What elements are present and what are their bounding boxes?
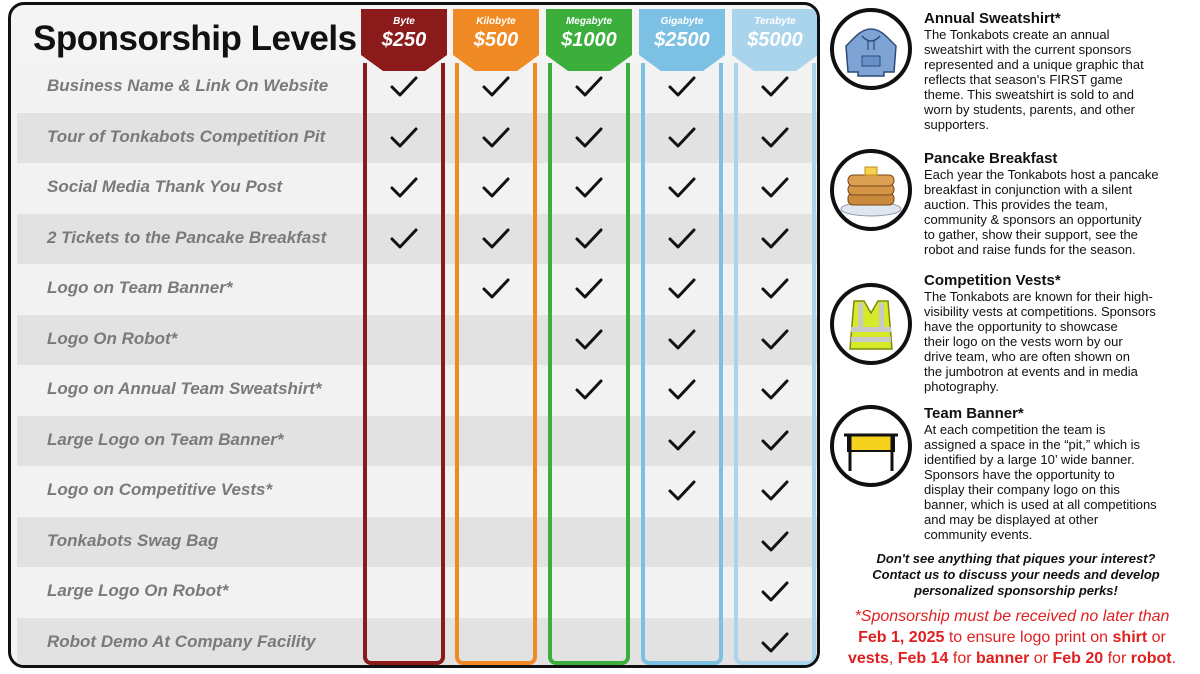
perk-description: The Tonkabots create an annual sweatshirt…: [924, 27, 1144, 132]
checkmark-icon: [389, 176, 419, 200]
checkmark-icon: [389, 126, 419, 150]
checkmark-icon: [574, 328, 604, 352]
sponsorship-table-panel: Business Name & Link On Website Tour of T…: [8, 2, 820, 668]
checkmark-icon: [481, 277, 511, 301]
checkmark-icon: [389, 75, 419, 99]
tier-name: Kilobyte: [476, 16, 516, 27]
checkmark-icon: [760, 378, 790, 402]
tier-price: $250: [381, 29, 427, 51]
benefit-label: Logo on Annual Team Sweatshirt*: [47, 379, 322, 398]
benefit-label: Tour of Tonkabots Competition Pit: [47, 126, 326, 146]
checkmark-icon: [760, 530, 790, 554]
checkmark-icon: [389, 227, 419, 251]
benefit-label: Social Media Thank You Post: [47, 177, 283, 196]
checkmark-icon: [760, 580, 790, 604]
perk-title: Team Banner*: [924, 405, 1024, 422]
checkmark-icon: [481, 227, 511, 251]
checkmark-icon: [667, 126, 697, 150]
sweatshirt-icon: [830, 8, 912, 90]
benefit-label: Large Logo on Team Banner*: [47, 429, 284, 449]
tier-badge-terabyte: Terabyte $5000: [732, 9, 817, 71]
tier-name: Gigabyte: [660, 16, 704, 27]
checkmark-icon: [574, 126, 604, 150]
tier-name: Terabyte: [754, 16, 796, 27]
checkmark-icon: [667, 227, 697, 251]
tier-column-megabyte: [548, 63, 630, 665]
tier-price: $5000: [747, 29, 803, 51]
page-title: Sponsorship Levels: [33, 19, 357, 58]
checkmark-icon: [667, 479, 697, 503]
tier-column-kilobyte: [455, 63, 537, 665]
checkmark-icon: [760, 277, 790, 301]
checkmark-icon: [760, 479, 790, 503]
checkmark-icon: [760, 227, 790, 251]
tier-column-terabyte: [734, 63, 816, 665]
tier-column-byte: [363, 63, 445, 665]
checkmark-icon: [760, 75, 790, 99]
checkmark-icon: [667, 328, 697, 352]
benefit-label: Tonkabots Swag Bag: [47, 530, 219, 550]
benefit-label: Logo On Robot*: [47, 328, 178, 348]
benefit-label: Business Name & Link On Website: [47, 76, 329, 95]
tier-column-gigabyte: [641, 63, 723, 665]
vest-icon: [830, 283, 912, 365]
checkmark-icon: [574, 378, 604, 402]
tier-badge-megabyte: Megabyte $1000: [546, 9, 632, 71]
perk-description: Each year the Tonkabots host a pancake br…: [924, 167, 1159, 257]
tier-badge-kilobyte: Kilobyte $500: [453, 9, 539, 71]
tier-badge-gigabyte: Gigabyte $2500: [639, 9, 725, 71]
benefit-label: 2 Tickets to the Pancake Breakfast: [47, 227, 327, 247]
perk-description: At each competition the team is assigned …: [924, 422, 1157, 542]
checkmark-icon: [760, 429, 790, 453]
checkmark-icon: [760, 631, 790, 655]
benefit-label: Robot Demo At Company Facility: [47, 631, 316, 651]
tier-price: $500: [473, 29, 519, 51]
checkmark-icon: [667, 277, 697, 301]
benefit-label: Logo on Competitive Vests*: [47, 480, 273, 499]
tier-name: Byte: [393, 16, 415, 27]
banner-icon: [830, 405, 912, 487]
checkmark-icon: [574, 75, 604, 99]
checkmark-icon: [760, 126, 790, 150]
benefit-row: Robot Demo At Company Facility: [17, 617, 817, 665]
checkmark-icon: [667, 378, 697, 402]
benefit-row: Large Logo on Team Banner*: [17, 415, 817, 466]
checkmark-icon: [667, 75, 697, 99]
perk-title: Pancake Breakfast: [924, 150, 1058, 167]
perk-description: The Tonkabots are known for their high-v…: [924, 289, 1156, 394]
benefit-label: Large Logo On Robot*: [47, 581, 229, 600]
benefit-label: Logo on Team Banner*: [47, 278, 233, 297]
checkmark-icon: [667, 176, 697, 200]
perk-title: Annual Sweatshirt*: [924, 10, 1061, 27]
checkmark-icon: [481, 126, 511, 150]
tier-price: $1000: [561, 29, 617, 51]
pancake-icon: [830, 149, 912, 231]
benefit-row: Tonkabots Swag Bag: [17, 516, 817, 567]
checkmark-icon: [574, 277, 604, 301]
tier-price: $2500: [654, 29, 710, 51]
perk-title: Competition Vests*: [924, 272, 1061, 289]
checkmark-icon: [574, 176, 604, 200]
checkmark-icon: [667, 429, 697, 453]
checkmark-icon: [760, 176, 790, 200]
checkmark-icon: [481, 75, 511, 99]
checkmark-icon: [760, 328, 790, 352]
checkmark-icon: [574, 227, 604, 251]
deadline-note: *Sponsorship must be received no later t…: [847, 608, 1177, 667]
benefit-row: Large Logo On Robot*: [17, 567, 817, 617]
tier-name: Megabyte: [565, 16, 613, 27]
checkmark-icon: [481, 176, 511, 200]
tier-badge-byte: Byte $250: [361, 9, 447, 71]
contact-note: Don't see anything that piques your inte…: [872, 551, 1160, 598]
